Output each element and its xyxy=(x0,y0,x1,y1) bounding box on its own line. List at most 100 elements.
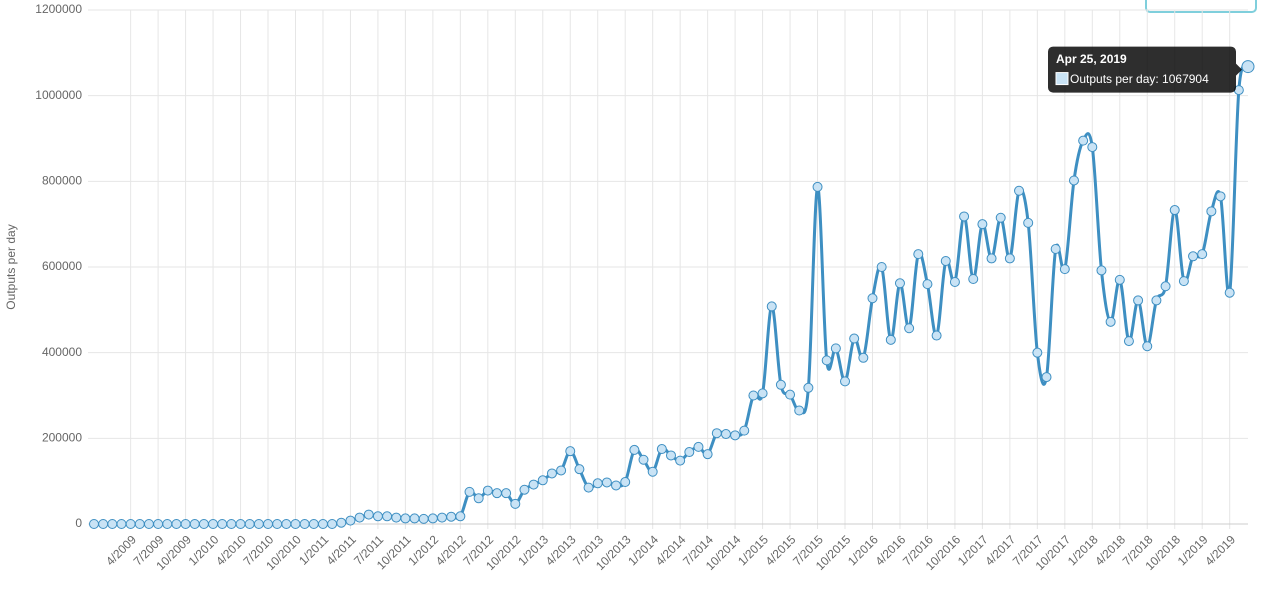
data-point xyxy=(226,519,237,529)
data-point xyxy=(592,478,603,489)
toolbar-button[interactable] xyxy=(1145,0,1257,13)
data-point xyxy=(775,379,786,390)
data-point xyxy=(363,509,374,520)
data-point xyxy=(372,511,383,522)
data-point xyxy=(382,511,393,522)
data-point xyxy=(656,444,667,455)
data-point xyxy=(464,486,475,497)
data-point xyxy=(510,498,521,509)
y-tick-label: 200000 xyxy=(42,431,82,445)
data-point xyxy=(1078,135,1089,146)
data-point xyxy=(968,273,979,284)
y-tick-label: 0 xyxy=(75,516,82,530)
data-point xyxy=(565,446,576,457)
data-point xyxy=(327,519,338,529)
data-point xyxy=(391,512,402,523)
data-point xyxy=(143,519,154,529)
data-point xyxy=(1105,316,1116,327)
data-point xyxy=(290,519,301,529)
data-point xyxy=(482,485,493,496)
data-point xyxy=(217,519,228,529)
data-point xyxy=(611,480,622,491)
data-point xyxy=(894,278,905,289)
data-point xyxy=(336,517,347,528)
data-point xyxy=(931,330,942,341)
data-point xyxy=(418,513,429,524)
data-point xyxy=(208,519,219,529)
data-point xyxy=(1206,206,1217,217)
x-tick-label: 1/2011 xyxy=(296,532,331,567)
data-point xyxy=(1224,287,1235,298)
data-point xyxy=(830,343,841,354)
data-point xyxy=(757,388,768,399)
data-point xyxy=(1123,336,1134,347)
tooltip-box xyxy=(1048,46,1242,93)
data-point xyxy=(308,519,319,529)
data-point xyxy=(748,390,759,401)
data-point xyxy=(1215,191,1226,202)
data-point xyxy=(198,519,209,529)
data-point xyxy=(684,447,695,458)
data-point xyxy=(702,449,713,460)
data-point xyxy=(803,382,814,393)
data-point xyxy=(1096,265,1107,276)
tooltip-label: Outputs per day: 1067904 xyxy=(1070,72,1209,86)
data-point xyxy=(107,519,118,529)
data-point xyxy=(1059,264,1070,275)
data-point xyxy=(546,468,557,479)
data-point xyxy=(766,301,777,312)
data-point xyxy=(977,219,988,230)
data-point xyxy=(922,279,933,290)
data-point xyxy=(491,488,502,499)
data-point xyxy=(446,511,457,522)
x-tick-label: 4/2011 xyxy=(324,532,359,567)
data-point xyxy=(620,477,631,488)
data-point xyxy=(675,455,686,466)
data-point xyxy=(235,519,246,529)
data-point xyxy=(794,405,805,416)
data-point xyxy=(629,444,640,455)
data-point xyxy=(1050,244,1061,255)
data-point xyxy=(1241,60,1255,74)
data-point xyxy=(189,519,200,529)
data-point xyxy=(528,479,539,490)
data-point xyxy=(647,466,658,477)
data-point xyxy=(244,519,255,529)
data-point xyxy=(1041,372,1052,383)
tooltip-swatch xyxy=(1055,72,1069,86)
data-point xyxy=(134,519,145,529)
data-point xyxy=(876,262,887,272)
data-point xyxy=(556,465,567,476)
data-point xyxy=(1014,185,1025,196)
data-point xyxy=(299,519,310,529)
data-point xyxy=(867,293,878,304)
data-point xyxy=(904,323,915,334)
data-point xyxy=(1142,341,1153,352)
data-point xyxy=(409,513,420,524)
data-point xyxy=(949,276,960,287)
y-tick-label: 1200000 xyxy=(35,2,82,16)
data-point xyxy=(849,333,860,344)
data-point xyxy=(437,512,448,523)
data-point xyxy=(519,484,530,495)
data-point xyxy=(995,212,1006,223)
data-point xyxy=(959,211,970,222)
data-point xyxy=(281,519,292,529)
data-point xyxy=(1032,347,1043,358)
data-point xyxy=(785,389,796,400)
data-point xyxy=(574,464,585,475)
tooltip: Apr 25, 2019 Outputs per day: 1067904 xyxy=(1048,46,1242,93)
data-point xyxy=(473,493,484,504)
data-point xyxy=(171,519,182,529)
data-point xyxy=(1068,175,1079,186)
data-point xyxy=(583,482,594,493)
data-point xyxy=(812,181,823,192)
data-point xyxy=(858,352,869,363)
data-point xyxy=(638,454,649,465)
data-point xyxy=(1133,295,1144,306)
data-point xyxy=(1151,295,1162,306)
data-point xyxy=(455,511,466,522)
data-point xyxy=(913,249,924,260)
